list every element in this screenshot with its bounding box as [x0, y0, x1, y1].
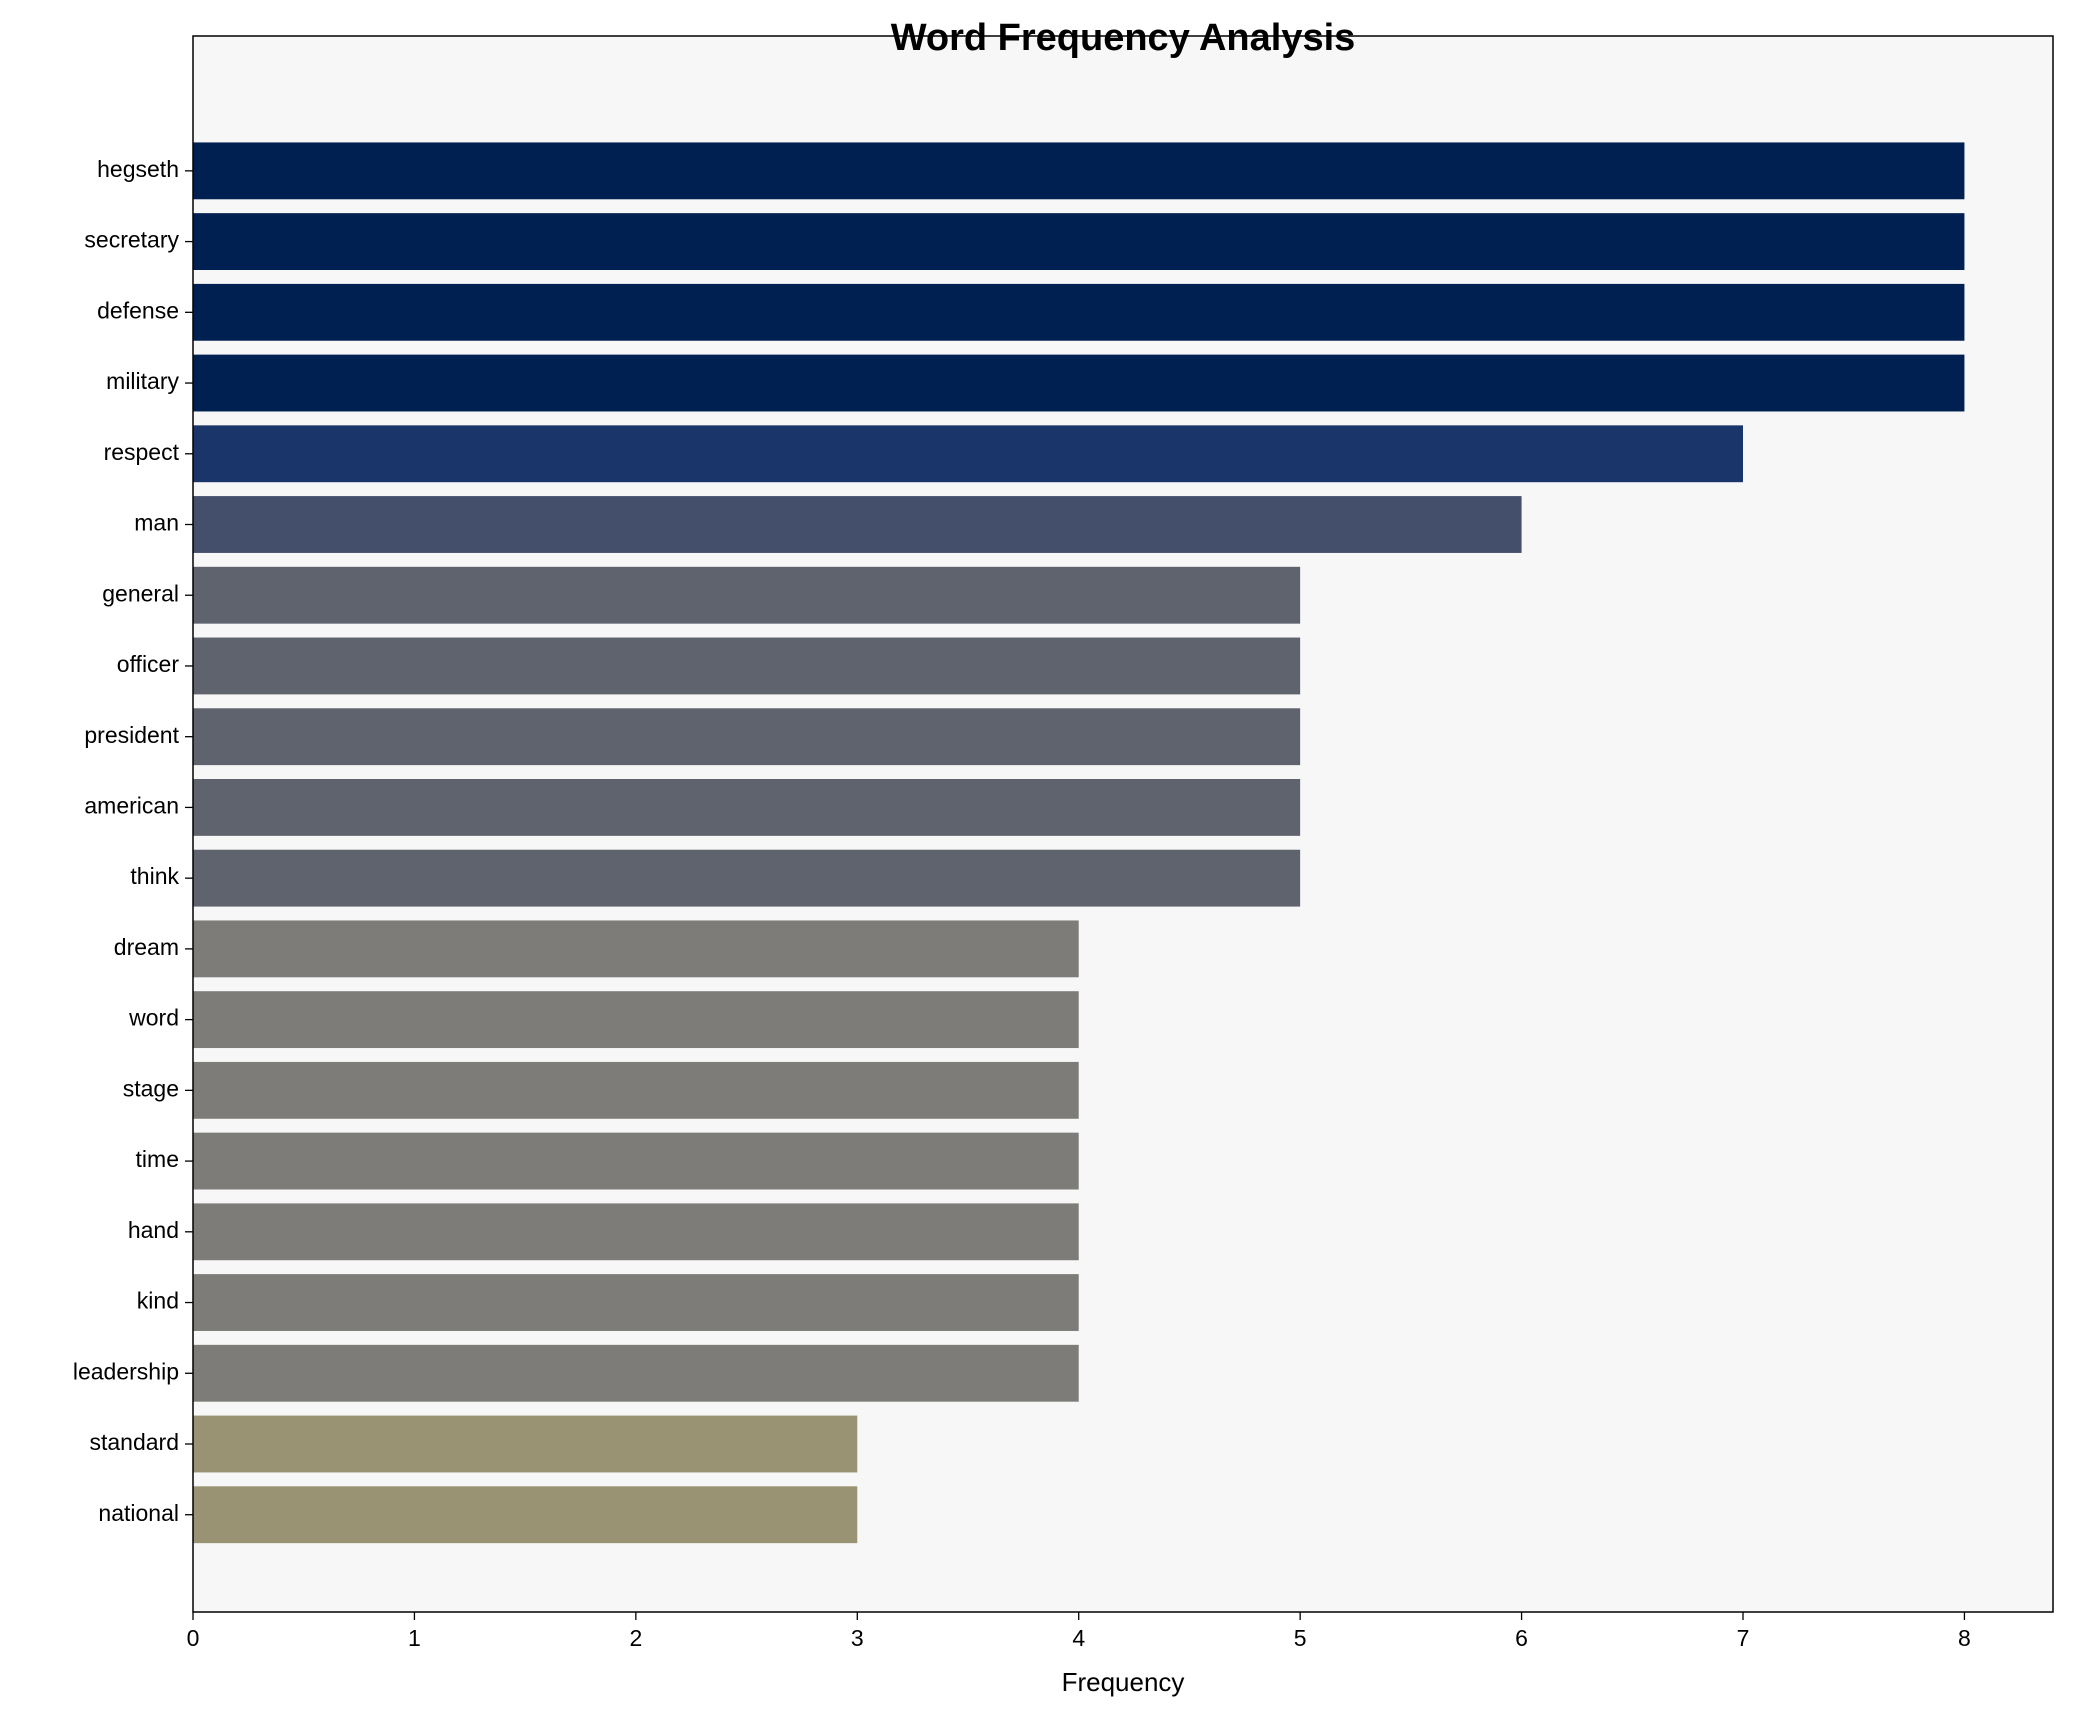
y-tick-label: stage — [123, 1075, 179, 1101]
x-axis-label: Frequency — [1062, 1667, 1185, 1697]
y-tick-label: time — [136, 1146, 179, 1172]
bar — [193, 213, 1965, 271]
y-tick-label: hegseth — [97, 156, 179, 182]
bar — [193, 1132, 1079, 1190]
y-tick-label: respect — [104, 439, 180, 465]
y-tick-label: word — [128, 1005, 179, 1031]
bar — [193, 1061, 1079, 1119]
x-tick-label: 2 — [629, 1625, 642, 1651]
y-tick-label: think — [130, 863, 179, 889]
bar — [193, 1344, 1079, 1402]
bar — [193, 142, 1965, 200]
y-tick-label: leadership — [73, 1358, 179, 1384]
y-tick-label: kind — [137, 1288, 179, 1314]
bar — [193, 779, 1301, 836]
chart-title: Word Frequency Analysis — [891, 17, 1356, 59]
x-tick-label: 6 — [1515, 1625, 1528, 1651]
bar — [193, 1203, 1079, 1261]
y-tick-label: secretary — [84, 227, 179, 253]
y-tick-label: man — [134, 510, 179, 536]
bar — [193, 496, 1522, 553]
bar — [193, 1274, 1079, 1331]
y-tick-label: officer — [117, 651, 180, 677]
bar — [193, 425, 1743, 483]
x-tick-label: 1 — [408, 1625, 421, 1651]
y-tick-label: hand — [128, 1217, 179, 1243]
bar — [193, 708, 1301, 766]
x-tick-label: 0 — [187, 1625, 200, 1651]
bar — [193, 1486, 858, 1544]
y-tick-label: american — [84, 793, 179, 819]
bar — [193, 566, 1301, 624]
y-tick-label: national — [98, 1500, 179, 1526]
x-tick-label: 7 — [1737, 1625, 1750, 1651]
bar — [193, 991, 1079, 1049]
y-tick-label: dream — [114, 934, 179, 960]
y-tick-label: general — [102, 580, 179, 606]
bar — [193, 354, 1965, 412]
x-tick-label: 8 — [1958, 1625, 1971, 1651]
x-tick-label: 4 — [1072, 1625, 1085, 1651]
y-tick-label: president — [84, 722, 179, 748]
x-tick-label: 3 — [851, 1625, 864, 1651]
y-tick-label: standard — [89, 1429, 179, 1455]
bar — [193, 1415, 858, 1473]
bar — [193, 849, 1301, 907]
y-tick-label: defense — [97, 297, 179, 323]
bar — [193, 283, 1965, 341]
axes-frame — [192, 35, 2054, 1613]
bar — [193, 920, 1079, 978]
bar — [193, 637, 1301, 695]
x-tick-label: 5 — [1294, 1625, 1307, 1651]
y-tick-label: military — [106, 368, 179, 394]
